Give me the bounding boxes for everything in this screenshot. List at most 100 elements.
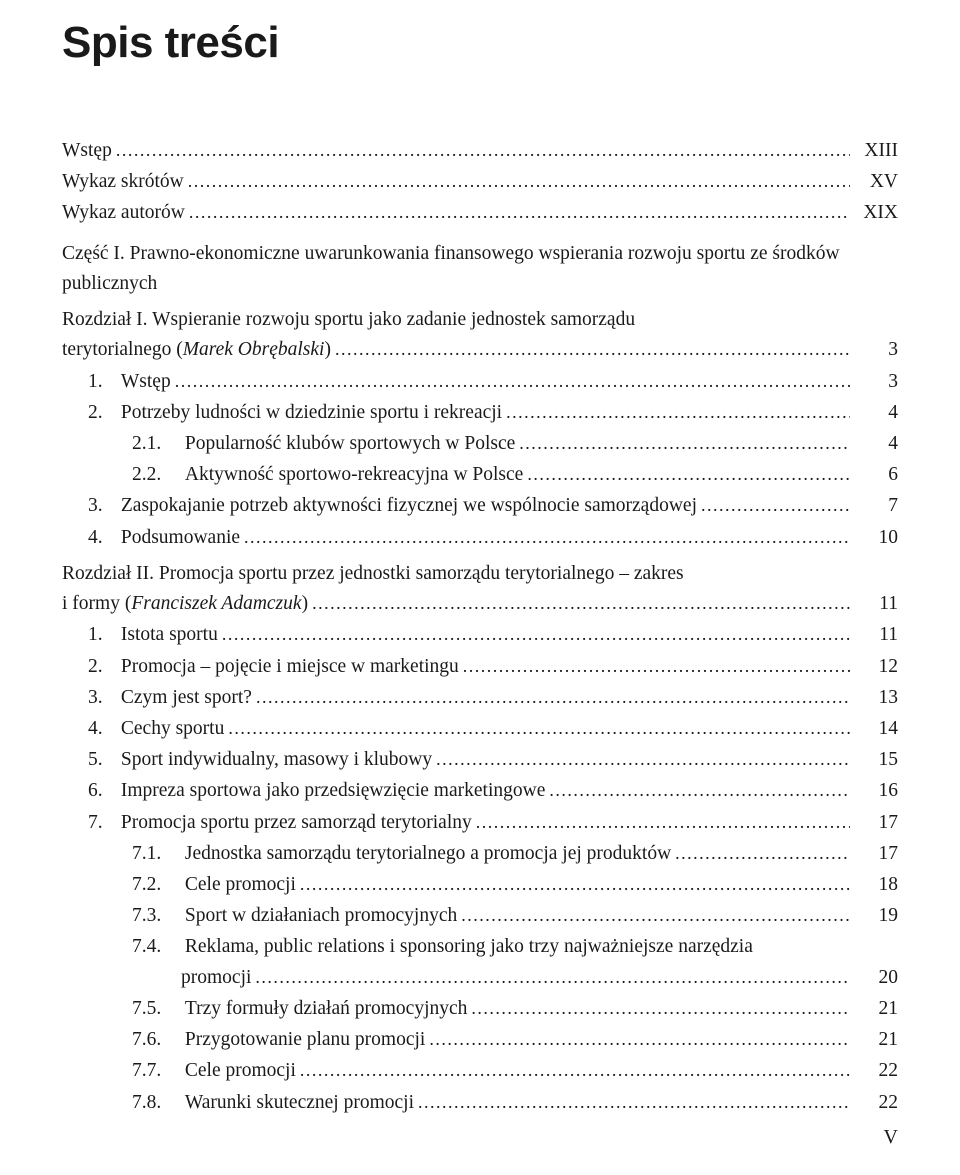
toc-entry: 7.3. Sport w działaniach promocyjnych ..… bbox=[132, 901, 898, 931]
toc-leader-dots: ........................................… bbox=[432, 746, 850, 774]
toc-entry: Wykaz autorów ..........................… bbox=[62, 198, 898, 228]
toc-entry: 4. Cechy sportu ........................… bbox=[88, 714, 898, 744]
toc-entry-label: 7.2. Cele promocji bbox=[132, 870, 296, 900]
toc-leader-dots: ........................................… bbox=[502, 399, 850, 427]
toc-entry-label: 7.3. Sport w działaniach promocyjnych bbox=[132, 901, 457, 931]
toc-leader-dots: ........................................… bbox=[184, 168, 850, 196]
toc-leader-dots: ........................................… bbox=[515, 430, 850, 458]
toc-entry-page: 20 bbox=[850, 963, 898, 993]
toc-entry: 2.1. Popularność klubów sportowych w Pol… bbox=[132, 429, 898, 459]
table-of-contents: Wstęp ..................................… bbox=[62, 136, 898, 1118]
toc-entry-page: 18 bbox=[850, 870, 898, 900]
toc-entry-page: 3 bbox=[850, 335, 898, 365]
toc-leader-dots: ........................................… bbox=[414, 1089, 850, 1117]
toc-entry-label: 4. Cechy sportu bbox=[88, 714, 224, 744]
toc-leader-dots: ........................................… bbox=[459, 653, 850, 681]
toc-leader-dots: ........................................… bbox=[296, 871, 850, 899]
toc-entry-label: 7.6. Przygotowanie planu promocji bbox=[132, 1025, 425, 1055]
toc-entry: 7.7. Cele promocji .....................… bbox=[132, 1056, 898, 1086]
toc-leader-dots: ........................................… bbox=[185, 199, 850, 227]
toc-entry: 7.5. Trzy formuły działań promocyjnych .… bbox=[132, 994, 898, 1024]
toc-entry-page: 17 bbox=[850, 839, 898, 869]
toc-entry-page: 6 bbox=[850, 460, 898, 490]
toc-leader-dots: ........................................… bbox=[545, 777, 850, 805]
toc-entry: 5. Sport indywidualny, masowy i klubowy … bbox=[88, 745, 898, 775]
toc-entry: 2. Promocja – pojęcie i miejsce w market… bbox=[88, 652, 898, 682]
toc-leader-dots: ........................................… bbox=[252, 684, 850, 712]
toc-entry-page: 21 bbox=[850, 994, 898, 1024]
page-title: Spis treści bbox=[62, 18, 898, 68]
toc-entry: 2.2. Aktywność sportowo-rekreacyjna w Po… bbox=[132, 460, 898, 490]
toc-leader-dots: ........................................… bbox=[240, 524, 850, 552]
toc-entry-label: Wykaz skrótów bbox=[62, 167, 184, 197]
toc-entry: 7. Promocja sportu przez samorząd teryto… bbox=[88, 808, 898, 838]
toc-entry: 7.8. Warunki skutecznej promocji .......… bbox=[132, 1088, 898, 1118]
toc-entry-page: 4 bbox=[850, 429, 898, 459]
toc-entry-label: 7.8. Warunki skutecznej promocji bbox=[132, 1088, 414, 1118]
toc-leader-dots: ........................................… bbox=[171, 368, 850, 396]
toc-heading: Część I. Prawno-ekonomiczne uwarunkowani… bbox=[62, 239, 898, 299]
toc-entry-label: 1. Istota sportu bbox=[88, 620, 218, 650]
toc-entry: Wstęp ..................................… bbox=[62, 136, 898, 166]
toc-entry-label: i formy (Franciszek Adamczuk) bbox=[62, 589, 308, 619]
toc-entry-label: 2.1. Popularność klubów sportowych w Pol… bbox=[132, 429, 515, 459]
toc-leader-dots: ........................................… bbox=[296, 1057, 850, 1085]
toc-leader-dots: ........................................… bbox=[671, 840, 850, 868]
toc-entry-label: 3. Czym jest sport? bbox=[88, 683, 252, 713]
toc-entry-page: 16 bbox=[850, 776, 898, 806]
toc-entry-label: 1. Wstęp bbox=[88, 367, 171, 397]
toc-heading: 7.4. Reklama, public relations i sponsor… bbox=[132, 932, 898, 962]
toc-entry: 3. Czym jest sport? ....................… bbox=[88, 683, 898, 713]
toc-entry-page: XIII bbox=[850, 136, 898, 166]
toc-entry-label: 7. Promocja sportu przez samorząd teryto… bbox=[88, 808, 472, 838]
toc-entry: 2. Potrzeby ludności w dziedzinie sportu… bbox=[88, 398, 898, 428]
toc-leader-dots: ........................................… bbox=[251, 964, 850, 992]
toc-leader-dots: ........................................… bbox=[467, 995, 850, 1023]
toc-leader-dots: ........................................… bbox=[523, 461, 850, 489]
toc-entry-page: 12 bbox=[850, 652, 898, 682]
toc-entry-page: 4 bbox=[850, 398, 898, 428]
toc-entry-page: 3 bbox=[850, 367, 898, 397]
toc-entry-page: 15 bbox=[850, 745, 898, 775]
toc-entry-label: 3. Zaspokajanie potrzeb aktywności fizyc… bbox=[88, 491, 697, 521]
toc-entry: 1. Istota sportu .......................… bbox=[88, 620, 898, 650]
toc-entry: 7.1. Jednostka samorządu terytorialnego … bbox=[132, 839, 898, 869]
toc-leader-dots: ........................................… bbox=[697, 492, 850, 520]
toc-entry-page: XIX bbox=[850, 198, 898, 228]
toc-entry-page: 10 bbox=[850, 523, 898, 553]
toc-entry-label: 7.1. Jednostka samorządu terytorialnego … bbox=[132, 839, 671, 869]
toc-leader-dots: ........................................… bbox=[457, 902, 850, 930]
toc-entry: promocji ...............................… bbox=[181, 963, 898, 993]
page-number: V bbox=[884, 1126, 898, 1149]
toc-leader-dots: ........................................… bbox=[331, 336, 850, 364]
toc-entry-page: 22 bbox=[850, 1088, 898, 1118]
toc-entry-page: 21 bbox=[850, 1025, 898, 1055]
toc-entry-page: 11 bbox=[850, 620, 898, 650]
toc-entry-page: 22 bbox=[850, 1056, 898, 1086]
toc-entry-page: 14 bbox=[850, 714, 898, 744]
toc-entry: Wykaz skrótów ..........................… bbox=[62, 167, 898, 197]
toc-entry-page: 11 bbox=[850, 589, 898, 619]
toc-heading: Rozdział II. Promocja sportu przez jedno… bbox=[62, 559, 898, 589]
toc-entry: i formy (Franciszek Adamczuk) ..........… bbox=[62, 589, 898, 619]
toc-entry-label: 5. Sport indywidualny, masowy i klubowy bbox=[88, 745, 432, 775]
toc-entry-page: 7 bbox=[850, 491, 898, 521]
toc-leader-dots: ........................................… bbox=[472, 809, 850, 837]
toc-entry: terytorialnego (Marek Obrębalski) ......… bbox=[62, 335, 898, 365]
toc-entry-label: 2. Potrzeby ludności w dziedzinie sportu… bbox=[88, 398, 502, 428]
toc-entry-label: 2. Promocja – pojęcie i miejsce w market… bbox=[88, 652, 459, 682]
toc-entry-label: promocji bbox=[181, 963, 251, 993]
toc-leader-dots: ........................................… bbox=[112, 137, 850, 165]
toc-entry-label: 7.7. Cele promocji bbox=[132, 1056, 296, 1086]
toc-entry-label: 2.2. Aktywność sportowo-rekreacyjna w Po… bbox=[132, 460, 523, 490]
toc-entry-page: 17 bbox=[850, 808, 898, 838]
toc-entry-label: terytorialnego (Marek Obrębalski) bbox=[62, 335, 331, 365]
toc-entry-label: 7.5. Trzy formuły działań promocyjnych bbox=[132, 994, 467, 1024]
toc-entry-label: 4. Podsumowanie bbox=[88, 523, 240, 553]
toc-entry: 4. Podsumowanie ........................… bbox=[88, 523, 898, 553]
toc-leader-dots: ........................................… bbox=[425, 1026, 850, 1054]
toc-heading: Rozdział I. Wspieranie rozwoju sportu ja… bbox=[62, 305, 898, 335]
toc-entry: 7.6. Przygotowanie planu promocji ......… bbox=[132, 1025, 898, 1055]
toc-entry-label: 6. Impreza sportowa jako przedsięwzięcie… bbox=[88, 776, 545, 806]
toc-entry: 7.2. Cele promocji .....................… bbox=[132, 870, 898, 900]
